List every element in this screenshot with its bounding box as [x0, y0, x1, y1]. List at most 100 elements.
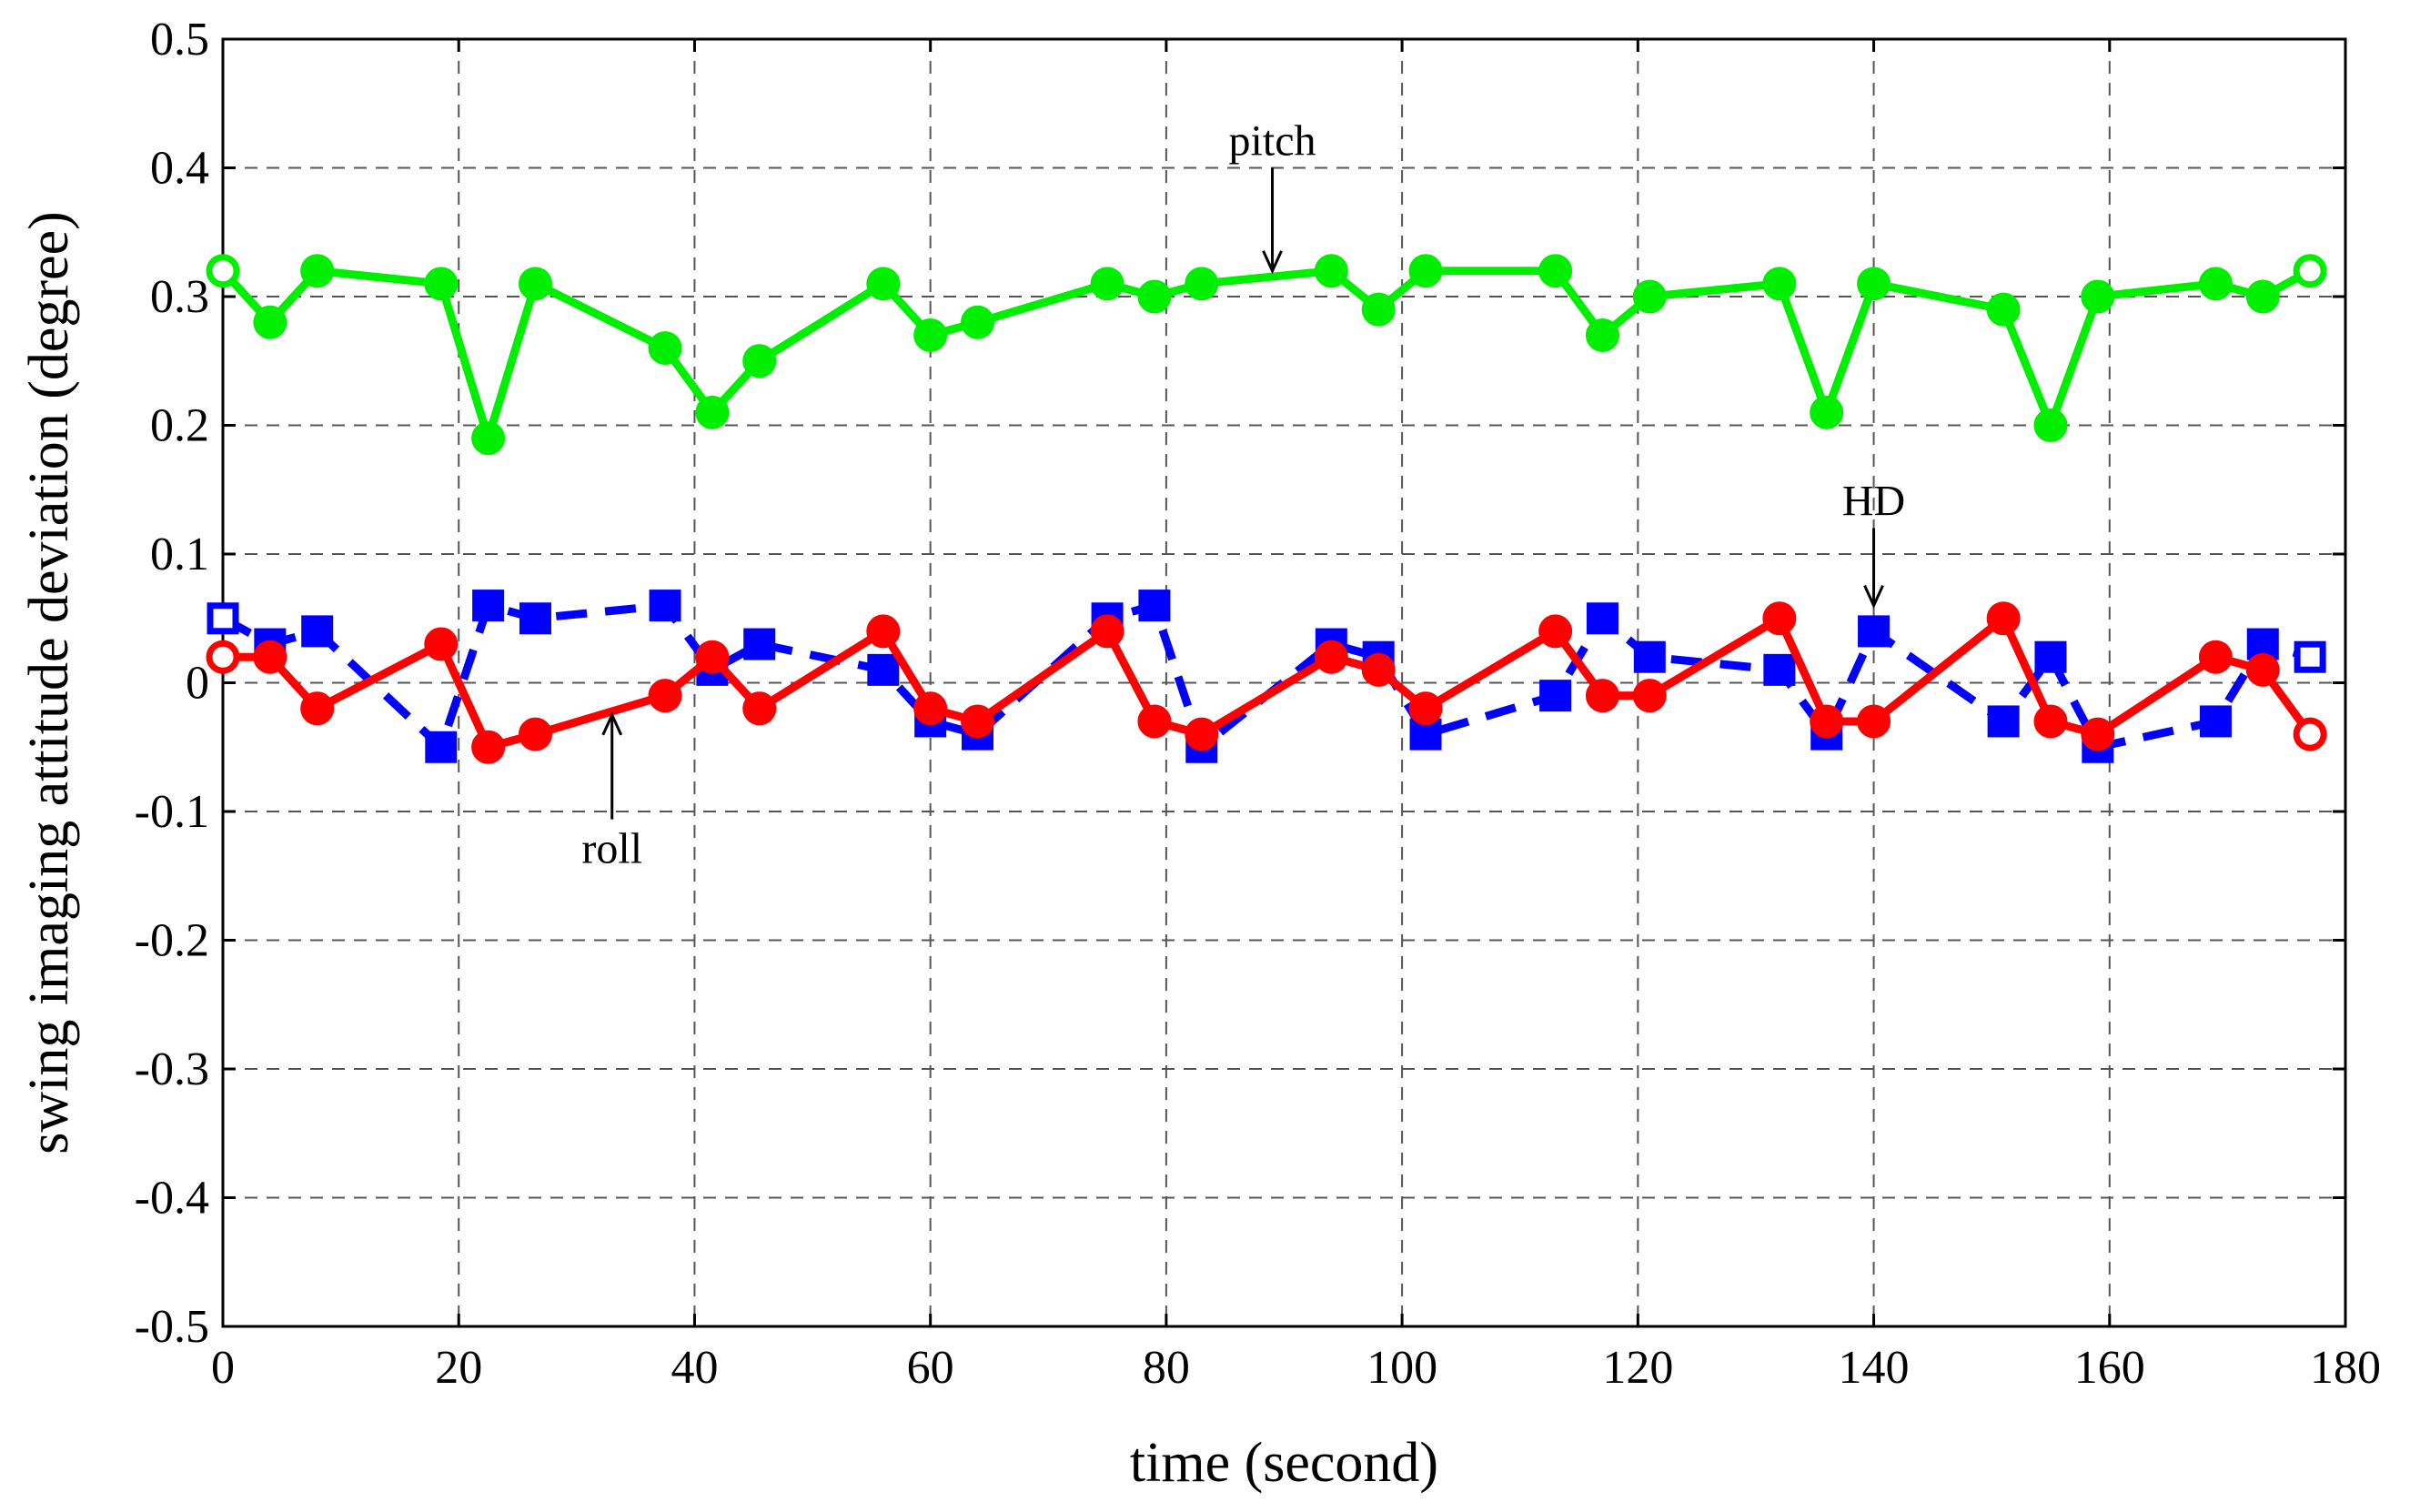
data-point-roll	[1361, 652, 1396, 687]
data-point-hd	[425, 731, 458, 763]
annotation-arrowhead	[1262, 250, 1283, 275]
data-point-pitch	[1986, 292, 2021, 327]
data-point-pitch	[2198, 267, 2233, 301]
annotation-label: roll	[581, 825, 642, 873]
data-point-roll	[648, 679, 682, 713]
x-tick-label: 120	[1602, 1342, 1673, 1394]
x-tick-label: 140	[1839, 1342, 1910, 1394]
data-point-roll	[2033, 704, 2068, 739]
data-point-pitch	[742, 344, 777, 378]
data-point-pitch	[424, 267, 459, 301]
y-tick-label: 0.1	[150, 529, 209, 580]
data-point-pitch	[1810, 395, 1844, 429]
y-tick-label: -0.5	[135, 1301, 209, 1353]
annotation-hd: HD	[1842, 478, 1905, 610]
series-pitch	[206, 254, 2327, 456]
x-tick-label: 160	[2074, 1342, 2145, 1394]
annotation-arrowhead	[1863, 584, 1884, 610]
data-point-roll	[866, 614, 901, 649]
y-tick-label: 0.3	[150, 271, 209, 323]
data-point-roll	[1185, 717, 1219, 751]
data-point-pitch	[866, 267, 901, 301]
data-point-pitch	[961, 305, 995, 339]
data-point-hd	[301, 615, 334, 648]
data-point-hd	[1633, 640, 1666, 673]
data-point-pitch	[2033, 408, 2068, 442]
data-point-pitch	[2293, 254, 2327, 288]
data-point-roll	[1538, 614, 1573, 649]
data-point-hd	[649, 590, 681, 622]
data-point-hd	[1987, 705, 2020, 738]
axis-ticks: 0 20 40 60 80 100 120 140 160 180 0.5 0.4 0.3 0.2 0.1 0…	[135, 14, 2381, 1394]
data-point-roll	[2245, 652, 2280, 687]
data-point-hd	[2199, 705, 2232, 738]
data-point-roll	[2198, 640, 2233, 674]
x-axis-title: time (second)	[1130, 1432, 1438, 1494]
data-point-pitch	[913, 318, 948, 352]
data-point-roll	[1090, 614, 1124, 649]
y-tick-label: 0.4	[150, 143, 209, 195]
data-point-roll	[424, 627, 459, 661]
data-point-roll	[1810, 704, 1844, 739]
y-tick-label: -0.4	[135, 1173, 209, 1225]
data-point-pitch	[1090, 267, 1124, 301]
data-point-roll	[253, 640, 287, 674]
data-point-pitch	[253, 305, 287, 339]
x-tick-label: 80	[1143, 1342, 1190, 1394]
data-point-pitch	[2081, 279, 2115, 314]
data-point-roll	[518, 717, 552, 751]
grid	[223, 39, 2345, 1326]
data-point-hd	[1539, 680, 1572, 712]
data-point-hd	[472, 590, 505, 622]
x-tick-label: 60	[907, 1342, 954, 1394]
data-point-roll	[206, 640, 240, 674]
data-point-roll	[1314, 640, 1348, 674]
x-tick-label: 0	[211, 1342, 235, 1394]
data-point-pitch	[1585, 318, 1619, 352]
data-point-pitch	[695, 395, 730, 429]
series-line-pitch	[218, 267, 2314, 443]
x-tick-label: 180	[2310, 1342, 2381, 1394]
data-point-hd	[207, 602, 239, 635]
data-point-hd	[743, 628, 776, 660]
x-tick-label: 40	[671, 1342, 718, 1394]
y-tick-label: 0	[186, 658, 209, 710]
data-point-roll	[961, 704, 995, 739]
data-point-hd	[1138, 590, 1171, 622]
data-point-roll	[1762, 601, 1797, 636]
data-point-hd	[867, 653, 900, 686]
x-tick-label: 20	[435, 1342, 482, 1394]
y-tick-label: -0.1	[135, 786, 209, 838]
data-point-pitch	[1314, 254, 1348, 288]
data-point-hd	[2034, 640, 2067, 673]
data-point-pitch	[1857, 267, 1891, 301]
data-point-roll	[1986, 601, 2021, 636]
data-point-roll	[1137, 704, 1172, 739]
annotation-roll: roll	[581, 711, 642, 873]
y-tick-label: 0.2	[150, 400, 209, 452]
data-point-roll	[1585, 679, 1619, 713]
data-point-roll	[300, 691, 335, 726]
data-point-roll	[1632, 679, 1667, 713]
data-point-roll	[1408, 691, 1443, 726]
data-point-roll	[2081, 717, 2115, 751]
data-point-pitch	[300, 254, 335, 288]
annotation-label: pitch	[1229, 116, 1316, 165]
data-point-pitch	[648, 331, 682, 366]
y-tick-label: -0.3	[135, 1043, 209, 1095]
data-point-hd	[1763, 653, 1796, 686]
data-point-pitch	[1408, 254, 1443, 288]
data-point-roll	[2293, 717, 2327, 751]
series-group	[206, 254, 2327, 764]
data-point-pitch	[206, 254, 240, 288]
data-point-pitch	[1137, 279, 1172, 314]
x-tick-label: 100	[1366, 1342, 1437, 1394]
data-point-hd	[1858, 615, 1891, 648]
data-point-hd	[1586, 602, 1618, 635]
data-point-pitch	[518, 267, 552, 301]
data-point-pitch	[2245, 279, 2280, 314]
data-point-pitch	[1538, 254, 1573, 288]
annotations: pitch HD roll	[581, 116, 1905, 872]
data-point-hd	[2246, 628, 2279, 660]
